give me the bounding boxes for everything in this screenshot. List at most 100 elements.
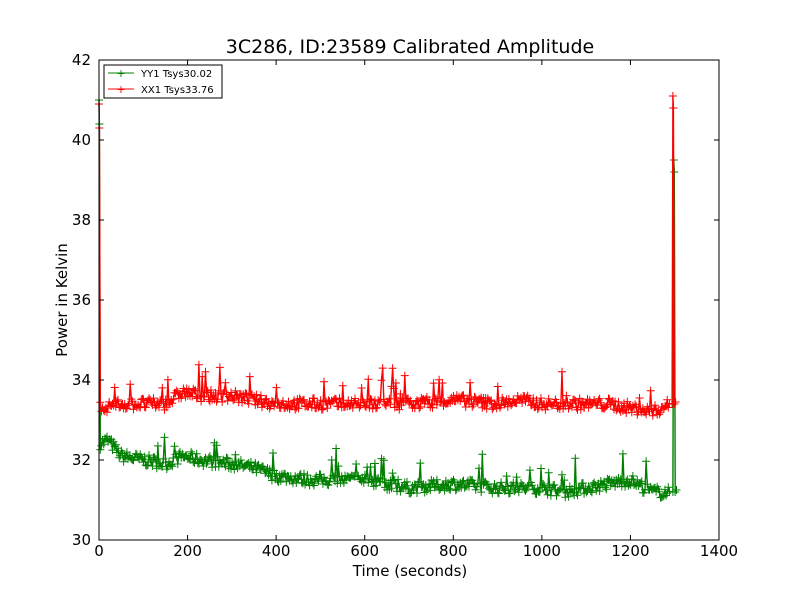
data-point-yy1	[540, 481, 549, 490]
data-point-yy1	[324, 481, 333, 490]
plot-series	[95, 92, 681, 502]
data-point-yy1	[521, 486, 530, 495]
data-point-yy1	[167, 460, 176, 469]
data-point-xx1	[459, 391, 468, 400]
data-point-xx1	[229, 396, 238, 405]
data-point-yy1	[406, 489, 415, 498]
data-point-xx1	[261, 395, 270, 404]
data-point-xx1	[169, 395, 178, 404]
data-point-yy1	[352, 460, 361, 468]
data-point-xx1	[388, 364, 397, 373]
data-point-xx1	[197, 397, 206, 406]
data-point-xx1	[671, 398, 680, 406]
data-point-xx1	[463, 394, 472, 403]
data-point-yy1	[414, 478, 423, 487]
data-point-xx1	[223, 396, 232, 405]
data-point-yy1	[404, 485, 413, 493]
y-axis-label: Power in Kelvin	[53, 243, 71, 357]
data-point-yy1	[655, 487, 664, 496]
data-point-xx1	[221, 378, 230, 387]
data-point-yy1	[552, 491, 561, 500]
x-tick-label: 200	[173, 542, 202, 560]
data-point-xx1	[620, 399, 628, 408]
data-point-xx1	[593, 400, 602, 409]
data-point-xx1	[231, 386, 240, 395]
data-point-xx1	[488, 405, 497, 414]
data-point-yy1	[191, 454, 200, 463]
data-point-yy1	[558, 470, 566, 479]
data-point-yy1	[153, 441, 162, 450]
data-point-xx1	[242, 389, 251, 398]
data-point-xx1	[291, 405, 300, 414]
data-point-yy1	[664, 483, 673, 492]
data-point-xx1	[552, 398, 561, 407]
data-point-yy1	[231, 450, 240, 459]
data-point-xx1	[669, 104, 678, 112]
data-point-xx1	[614, 397, 623, 406]
data-point-xx1	[438, 379, 447, 387]
data-point-yy1	[192, 449, 201, 458]
data-point-yy1	[368, 475, 377, 484]
data-point-xx1	[493, 382, 502, 391]
data-point-xx1	[211, 388, 220, 397]
data-point-yy1	[223, 454, 232, 463]
data-point-xx1	[471, 394, 480, 403]
data-point-yy1	[445, 484, 454, 493]
data-point-xx1	[141, 403, 150, 412]
data-point-yy1	[476, 479, 485, 488]
data-point-yy1	[266, 472, 275, 481]
data-point-yy1	[372, 481, 380, 490]
data-point-xx1	[129, 405, 138, 414]
data-point-yy1	[504, 489, 513, 498]
legend-box	[103, 64, 223, 99]
data-point-xx1	[646, 386, 655, 395]
legend-label-xx1: XX1 Tsys33.76	[141, 85, 214, 96]
data-point-xx1	[245, 372, 254, 381]
data-point-yy1	[379, 456, 388, 465]
legend-marker-xx1: +	[116, 83, 125, 96]
data-point-xx1	[158, 383, 167, 392]
data-point-yy1	[199, 462, 208, 470]
data-point-xx1	[191, 386, 200, 395]
data-point-xx1	[362, 403, 370, 411]
data-point-yy1	[502, 472, 511, 481]
data-point-xx1	[177, 394, 186, 403]
data-point-yy1	[332, 444, 341, 453]
data-point-xx1	[487, 396, 496, 405]
data-point-xx1	[202, 388, 211, 397]
data-point-yy1	[573, 491, 582, 500]
data-point-yy1	[282, 477, 291, 486]
data-point-xx1	[394, 396, 403, 405]
data-point-yy1	[671, 488, 680, 496]
data-point-yy1	[261, 469, 270, 478]
data-point-xx1	[627, 408, 636, 417]
data-point-yy1	[300, 469, 308, 478]
data-point-yy1	[438, 480, 447, 489]
data-point-yy1	[147, 458, 156, 466]
data-point-yy1	[212, 441, 221, 450]
data-point-xx1	[338, 381, 347, 390]
data-point-xx1	[332, 395, 341, 404]
data-point-xx1	[96, 398, 105, 407]
data-point-xx1	[126, 380, 135, 389]
data-point-yy1	[415, 477, 424, 486]
data-point-yy1	[388, 469, 397, 478]
data-point-xx1	[490, 399, 499, 408]
data-point-xx1	[518, 399, 527, 407]
data-point-yy1	[658, 492, 667, 501]
data-point-xx1	[595, 394, 604, 403]
data-point-yy1	[173, 460, 182, 468]
data-point-yy1	[327, 456, 336, 464]
data-point-xx1	[196, 391, 204, 400]
data-point-yy1	[96, 445, 105, 454]
data-point-xx1	[272, 383, 281, 392]
x-tick-label: 1200	[611, 542, 649, 560]
data-point-yy1	[106, 436, 115, 445]
data-point-yy1	[477, 488, 486, 497]
data-point-xx1	[256, 391, 265, 400]
data-point-xx1	[413, 396, 421, 405]
data-point-xx1	[375, 397, 384, 406]
data-point-yy1	[170, 442, 179, 451]
x-tick-label: 800	[439, 542, 468, 560]
